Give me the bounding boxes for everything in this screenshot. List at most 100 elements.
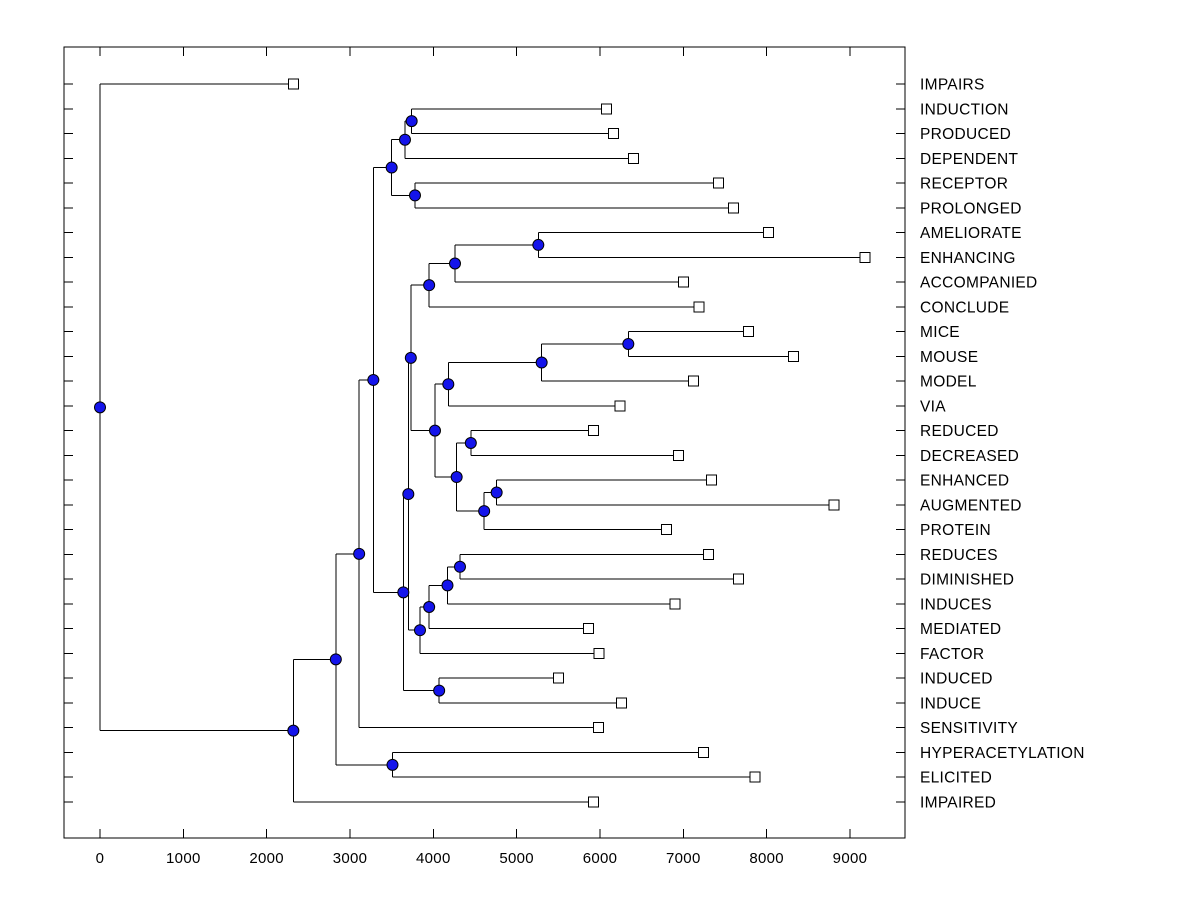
leaf-label: VIA [920, 398, 946, 415]
leaf-tip-marker [593, 647, 605, 659]
leaf-tip-marker [677, 276, 689, 288]
leaf-tip-marker [687, 375, 699, 387]
leaf-tip-marker [859, 251, 871, 263]
leaf-tip-marker [587, 796, 599, 808]
x-tick-label: 7000 [666, 850, 701, 867]
leaf-label: ENHANCED [920, 473, 1009, 490]
leaf-label: REDUCED [920, 423, 999, 440]
leaf-label: INDUCED [920, 671, 993, 688]
leaf-label: ELICITED [920, 770, 992, 787]
internal-node-marker [423, 601, 436, 614]
leaf-label: AMELIORATE [920, 225, 1022, 242]
leaf-label: IMPAIRED [920, 795, 996, 812]
internal-node-marker [441, 579, 454, 592]
leaf-tip-marker [582, 623, 594, 635]
leaf-label: RECEPTOR [920, 176, 1008, 193]
leaf-tip-marker [607, 128, 619, 140]
leaf-label: INDUCE [920, 695, 981, 712]
internal-node-marker [385, 161, 398, 174]
leaf-label: DIMINISHED [920, 572, 1014, 589]
leaf-label: ACCOMPANIED [920, 275, 1038, 292]
internal-node-marker [428, 424, 441, 437]
leaf-tip-marker [661, 524, 673, 536]
internal-node-marker [490, 486, 503, 499]
internal-node-marker [423, 279, 436, 292]
leaf-tip-marker [749, 771, 761, 783]
leaf-label: MOUSE [920, 349, 978, 366]
leaf-tip-marker [762, 227, 774, 239]
internal-node-marker [442, 378, 455, 391]
plot-box [63, 46, 906, 839]
internal-node-marker [433, 684, 446, 697]
x-tick-label: 0 [96, 850, 105, 867]
internal-node-marker [353, 547, 366, 560]
leaf-label: SENSITIVITY [920, 720, 1018, 737]
leaf-tip-marker [712, 177, 724, 189]
internal-node-marker [386, 758, 399, 771]
internal-node-marker [450, 471, 463, 484]
leaf-label: REDUCES [920, 547, 998, 564]
x-tick-label: 6000 [583, 850, 618, 867]
leaf-label: FACTOR [920, 646, 984, 663]
internal-node-marker [287, 724, 300, 737]
internal-node-marker [448, 257, 461, 270]
leaf-label: MEDIATED [920, 621, 1001, 638]
leaf-tip-marker [592, 722, 604, 734]
leaf-label: AUGMENTED [920, 497, 1022, 514]
leaf-label: HYPERACETYLATION [920, 745, 1085, 762]
leaf-tip-marker [727, 202, 739, 214]
leaf-label: INDUCTION [920, 101, 1009, 118]
leaf-tip-marker [669, 598, 681, 610]
leaf-tip-marker [706, 474, 718, 486]
leaf-tip-marker [287, 78, 299, 90]
leaf-label: MICE [920, 324, 960, 341]
leaf-label: MODEL [920, 374, 977, 391]
leaf-tip-marker [627, 152, 639, 164]
internal-node-marker [397, 586, 410, 599]
leaf-label: CONCLUDE [920, 299, 1009, 316]
x-tick-label: 3000 [333, 850, 368, 867]
x-tick-label: 1000 [166, 850, 201, 867]
leaf-tip-marker [601, 103, 613, 115]
internal-node-marker [405, 115, 418, 128]
leaf-tip-marker [552, 672, 564, 684]
internal-node-marker [329, 653, 342, 666]
leaf-tip-marker [828, 499, 840, 511]
leaf-tip-marker [587, 425, 599, 437]
leaf-label: PROLONGED [920, 200, 1022, 217]
leaf-label: PRODUCED [920, 126, 1011, 143]
x-tick-label: 5000 [499, 850, 534, 867]
internal-node-marker [367, 373, 380, 386]
leaf-tip-marker [742, 326, 754, 338]
internal-node-marker [532, 238, 545, 251]
internal-node-marker [408, 189, 421, 202]
leaf-tip-marker [672, 449, 684, 461]
internal-node-marker [94, 401, 106, 414]
x-tick-label: 4000 [416, 850, 451, 867]
leaf-tip-marker [702, 548, 714, 560]
leaf-tip-marker [616, 697, 628, 709]
leaf-label: ENHANCING [920, 250, 1016, 267]
internal-node-marker [622, 337, 635, 350]
leaf-label: DEPENDENT [920, 151, 1019, 168]
leaf-tip-marker [732, 573, 744, 585]
x-tick-label: 8000 [749, 850, 784, 867]
internal-node-marker [404, 351, 417, 364]
internal-node-marker [478, 505, 491, 518]
internal-node-marker [535, 356, 548, 369]
leaf-label: IMPAIRS [920, 77, 985, 94]
internal-node-marker [464, 437, 477, 449]
internal-node-marker [413, 624, 426, 637]
leaf-label: DECREASED [920, 448, 1019, 465]
x-tick-label: 9000 [833, 850, 868, 867]
leaf-label: PROTEIN [920, 522, 991, 539]
x-tick-label: 2000 [249, 850, 284, 867]
internal-node-marker [402, 488, 415, 501]
leaf-tip-marker [614, 400, 626, 412]
leaf-tip-marker [787, 350, 799, 362]
leaf-tip-marker [697, 746, 709, 758]
leaf-tip-marker [693, 301, 705, 313]
internal-node-marker [398, 133, 411, 146]
